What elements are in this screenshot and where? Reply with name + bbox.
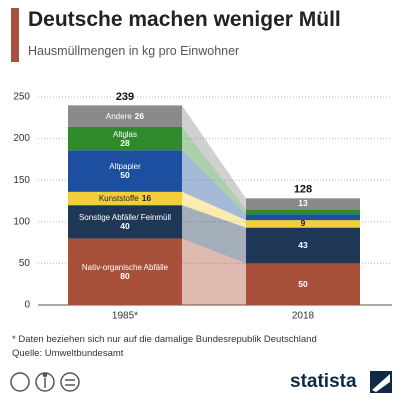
y-tick-label: 200 [13, 133, 30, 144]
series-name: Nativ-organische Abfälle [81, 262, 169, 272]
bar-segment [246, 227, 360, 264]
total-label: 128 [294, 183, 312, 195]
flow-bands [182, 105, 246, 305]
license-icons [10, 372, 80, 392]
y-tick-label: 50 [19, 258, 31, 269]
bar-segment [246, 220, 360, 228]
series-name: Altpapier [109, 162, 141, 172]
flow-band [182, 238, 246, 305]
value-label: 80 [120, 270, 130, 281]
value-label: 16 [141, 192, 152, 203]
brand: statista [290, 371, 357, 392]
series-name: Andere [105, 111, 132, 121]
value-label: 13 [298, 198, 308, 209]
value-label: 50 [298, 278, 308, 289]
x-tick-label: 2018 [292, 311, 315, 322]
bar-segment [68, 105, 182, 127]
bar-segment [68, 238, 182, 305]
segment-label: 43 [246, 228, 360, 264]
value-label: 28 [120, 137, 130, 148]
segment-label: Sonstige Abfälle/ Feinmüll 40 [68, 205, 182, 238]
bar-segment [246, 214, 360, 221]
bar-segment [246, 263, 360, 305]
series-name: Kunststoffe [98, 193, 139, 203]
segment-label: Andere 26 [68, 105, 182, 127]
bar-segment [68, 126, 182, 151]
bar-segment [246, 209, 360, 215]
bar-segment [68, 205, 182, 239]
y-tick-label: 150 [13, 175, 30, 186]
chart-title: Deutsche machen weniger Müll [28, 8, 341, 31]
footnote: * Daten beziehen sich nur auf die damali… [12, 334, 317, 345]
flow-band [182, 126, 246, 215]
bar-segment [68, 191, 182, 206]
series-name: Sonstige Abfälle/ Feinmüll [78, 212, 172, 222]
y-tick-label: 0 [24, 300, 30, 311]
segment-label: 13 [246, 199, 360, 210]
segment-label: Kunststoffe 16 [68, 192, 182, 205]
flow-band [182, 191, 246, 228]
segment-label: Nativ-organische Abfälle 80 [68, 238, 182, 305]
flow-band [182, 205, 246, 264]
value-label: 50 [120, 170, 130, 181]
value-label: 40 [120, 220, 130, 231]
flow-band [182, 105, 246, 210]
value-label: 26 [134, 110, 145, 121]
source: Quelle: Umweltbundesamt [12, 348, 124, 359]
total-label: 239 [116, 91, 134, 103]
x-tick-label: 1985* [112, 311, 138, 322]
segment-label: Altglas 28 [68, 127, 182, 150]
value-label: 43 [298, 239, 308, 250]
segment-label: 9 [246, 218, 360, 229]
bar-segment [68, 150, 182, 192]
title-accent [11, 8, 19, 62]
y-tick-label: 250 [13, 92, 30, 103]
y-tick-label: 100 [13, 216, 30, 227]
segment-label: 50 [246, 263, 360, 305]
chart-subtitle: Hausmüllmengen in kg pro Einwohner [28, 44, 240, 58]
flow-band [182, 150, 246, 221]
segment-label: Altpapier 50 [68, 150, 182, 192]
bar-segment [246, 198, 360, 210]
series-name: Altglas [112, 129, 137, 139]
brand-logo: statista [290, 371, 392, 393]
value-label: 9 [300, 218, 306, 229]
